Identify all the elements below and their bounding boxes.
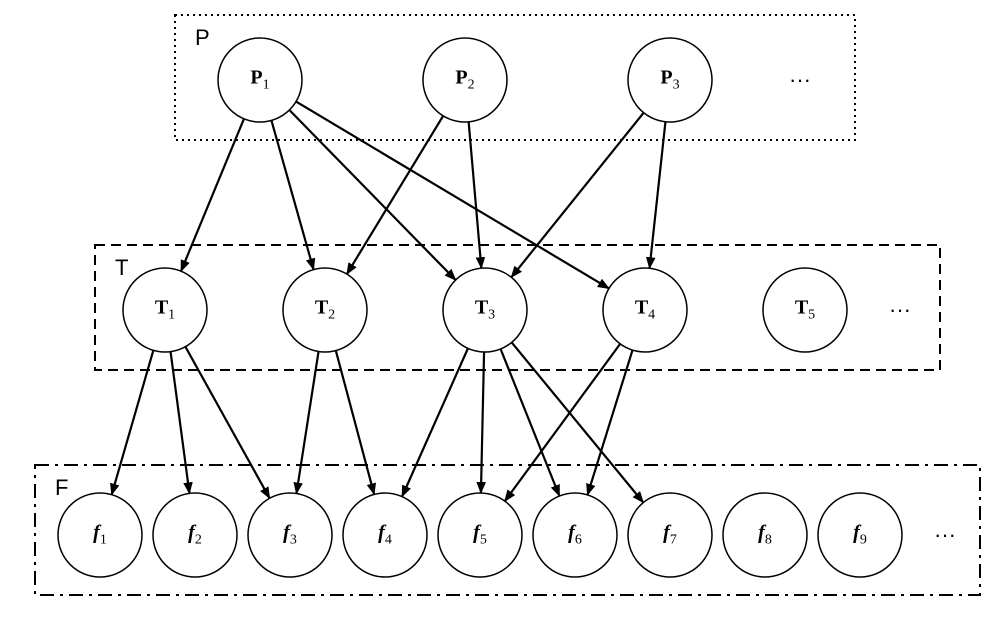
node-label-f2: f2 [188,522,202,549]
edge-T3-f6 [501,349,560,496]
edge-T1-f1 [112,350,154,494]
group-label-F: F [55,475,68,501]
diagram-canvas [0,0,1000,617]
ellipsis-2: ··· [934,522,956,548]
node-label-f6: f6 [568,522,582,549]
edge-P1-T4 [296,102,609,289]
node-label-P3: P3 [660,67,679,94]
edge-T2-f3 [296,352,318,494]
node-label-f4: f4 [378,522,392,549]
edge-T1-f2 [171,352,190,494]
node-label-f3: f3 [283,522,297,549]
edge-P3-T3 [511,113,643,278]
edge-T3-f7 [512,342,644,502]
ellipsis-0: ··· [789,67,811,93]
edge-P1-T1 [181,119,244,271]
node-label-P2: P2 [455,67,474,94]
node-label-T3: T3 [475,297,495,324]
edge-T2-f4 [336,351,374,495]
edge-P1-T2 [271,120,313,269]
node-label-T2: T2 [315,297,335,324]
node-label-f5: f5 [473,522,487,549]
ellipsis-1: ··· [889,297,911,323]
node-label-T4: T4 [635,297,655,324]
node-label-T5: T5 [795,297,815,324]
edge-T3-f5 [481,352,484,493]
edge-T4-f6 [587,350,632,495]
node-label-T1: T1 [155,297,175,324]
node-label-f7: f7 [663,522,677,549]
group-label-P: P [195,25,210,51]
group-label-T: T [115,255,128,281]
edge-P3-T4 [650,122,666,268]
node-label-f8: f8 [758,522,772,549]
node-label-f9: f9 [853,522,867,549]
edge-P2-T3 [469,122,482,268]
node-label-P1: P1 [250,67,269,94]
node-label-f1: f1 [93,522,107,549]
edge-T4-f5 [505,344,620,501]
